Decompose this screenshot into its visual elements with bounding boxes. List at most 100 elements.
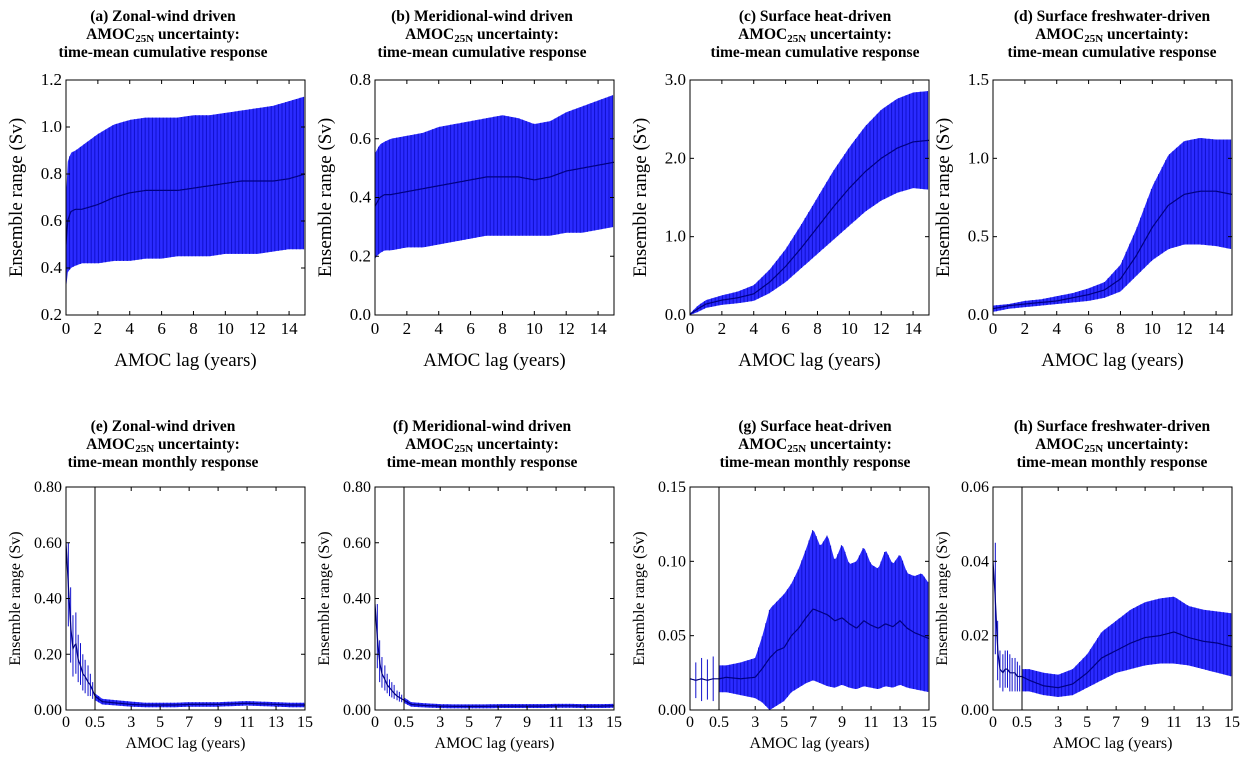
panel-title-line: time-mean monthly response	[1017, 454, 1208, 471]
x-tick-label: 3	[127, 714, 135, 731]
x-tick-label: 4	[125, 319, 134, 338]
x-tick-label: 2	[94, 319, 103, 338]
x-tick-label: 0	[686, 714, 694, 731]
mean-line	[375, 161, 614, 207]
axes-frame	[992, 486, 1233, 711]
x-tick-label: 13	[577, 714, 593, 731]
y-axis-label: Ensemble range (Sv)	[6, 118, 27, 277]
y-tick-label: 1.5	[968, 70, 989, 89]
panel-title-line: AMOC25N uncertainty:	[405, 436, 559, 455]
mean-line	[375, 604, 614, 708]
uncertainty-band	[690, 91, 928, 315]
y-tick-label: 0.80	[343, 479, 371, 496]
y-tick-label: 0.60	[343, 535, 371, 552]
x-tick-label: 0	[686, 319, 695, 338]
y-tick-label: 0.15	[658, 479, 686, 496]
y-tick-label: 2.0	[665, 148, 686, 167]
axes-frame	[689, 486, 930, 711]
panel-title-line: time-mean monthly response	[720, 454, 911, 471]
x-tick-label: 15	[297, 714, 313, 731]
range-bars-g	[690, 530, 929, 710]
y-tick-label: 1.0	[41, 117, 62, 136]
y-tick-label: 0.0	[968, 305, 989, 324]
x-tick-label: 0.5	[709, 714, 729, 731]
x-tick-label: 9	[523, 714, 531, 731]
panel-title-line: time-mean cumulative response	[59, 44, 268, 61]
y-tick-label: 0.6	[350, 129, 371, 148]
panel-title-line: time-mean cumulative response	[1008, 44, 1217, 61]
y-tick-label: 0.2	[350, 246, 371, 265]
plot-area-a	[66, 96, 305, 290]
y-tick-label: 1.2	[41, 70, 62, 89]
x-tick-label: 11	[548, 714, 563, 731]
x-tick-label: 0	[989, 319, 998, 338]
axes-frame	[689, 79, 930, 316]
y-tick-label: 0.2	[41, 305, 62, 324]
x-tick-label: 8	[189, 319, 198, 338]
y-tick-label: 0.8	[41, 164, 62, 183]
plot-area-f	[375, 553, 614, 709]
x-tick-label: 15	[606, 714, 622, 731]
y-axis-label: Ensemble range (Sv)	[631, 531, 648, 665]
y-axis-label: Ensemble range (Sv)	[7, 531, 24, 665]
y-tick-label: 0.00	[34, 702, 62, 719]
y-tick-label: 0.04	[961, 553, 989, 570]
panel-title-line: time-mean monthly response	[68, 454, 259, 471]
x-tick-label: 3	[751, 714, 759, 731]
x-tick-label: 7	[809, 714, 817, 731]
y-tick-label: 0.20	[343, 646, 371, 663]
x-tick-label: 12	[249, 319, 266, 338]
x-axis-label: AMOC lag (years)	[435, 735, 555, 752]
y-tick-label: 0.6	[41, 211, 62, 230]
x-tick-label: 14	[590, 319, 608, 338]
x-tick-label: 11	[239, 714, 254, 731]
y-tick-label: 0.05	[658, 628, 686, 645]
x-tick-label: 14	[1208, 319, 1226, 338]
y-tick-label: 0.00	[961, 702, 989, 719]
range-bars-f	[375, 553, 614, 709]
y-tick-label: 3.0	[665, 70, 686, 89]
y-tick-label: 0.40	[343, 591, 371, 608]
plot-area-c	[690, 91, 929, 315]
panel-d: 0 2 4 6 8 10 12 14 0.0 0.5 1.0 1.5 AMOC lag (years) E…	[933, 8, 1233, 371]
x-axis-label: AMOC lag (years)	[114, 350, 256, 371]
y-tick-label: 0.00	[658, 702, 686, 719]
axes-frame	[65, 486, 306, 711]
x-tick-label: 9	[1141, 714, 1149, 731]
panel-title-line: (f) Meridional-wind driven	[393, 418, 572, 435]
plot-area-g	[690, 530, 929, 710]
x-tick-label: 8	[498, 319, 507, 338]
axes-frame	[65, 79, 306, 316]
x-tick-label: 11	[1166, 714, 1181, 731]
x-tick-label: 15	[921, 714, 937, 731]
range-bars-h	[993, 494, 1232, 697]
x-axis-label: AMOC lag (years)	[423, 350, 565, 371]
x-tick-label: 8	[813, 319, 822, 338]
x-tick-label: 7	[185, 714, 193, 731]
x-tick-label: 2	[1021, 319, 1030, 338]
x-tick-label: 12	[1176, 319, 1193, 338]
panel-title-line: AMOC25N uncertainty:	[86, 436, 240, 455]
x-tick-label: 13	[268, 714, 284, 731]
x-tick-label: 0	[989, 714, 997, 731]
y-tick-label: 0.60	[34, 535, 62, 552]
x-tick-label: 4	[749, 319, 758, 338]
panel-title-line: AMOC25N uncertainty:	[86, 26, 240, 45]
panel-title-line: (h) Surface freshwater-driven	[1014, 418, 1211, 435]
x-tick-label: 8	[1116, 319, 1125, 338]
x-tick-label: 14	[905, 319, 923, 338]
x-tick-label: 15	[1224, 714, 1240, 731]
x-tick-label: 7	[1112, 714, 1120, 731]
panel-a: 0 2 4 6 8 10 12 14 0.2 0.4 0.6 0.8 1.0 1.2 AMOC lag (y…	[6, 8, 306, 371]
y-tick-label: 0.5	[968, 227, 989, 246]
x-tick-label: 0	[371, 714, 379, 731]
uncertainty-band	[993, 138, 1231, 312]
x-axis-label: AMOC lag (years)	[1041, 350, 1183, 371]
panel-title-line: AMOC25N uncertainty:	[738, 26, 892, 45]
x-tick-label: 6	[466, 319, 475, 338]
x-tick-label: 13	[1195, 714, 1211, 731]
panel-title-line: AMOC25N uncertainty:	[738, 436, 892, 455]
x-tick-label: 10	[526, 319, 543, 338]
panel-title-line: (c) Surface heat-driven	[739, 8, 892, 25]
panel-b: 0 2 4 6 8 10 12 14 0.0 0.2 0.4 0.6 0.8 AMOC lag (year…	[315, 8, 615, 371]
